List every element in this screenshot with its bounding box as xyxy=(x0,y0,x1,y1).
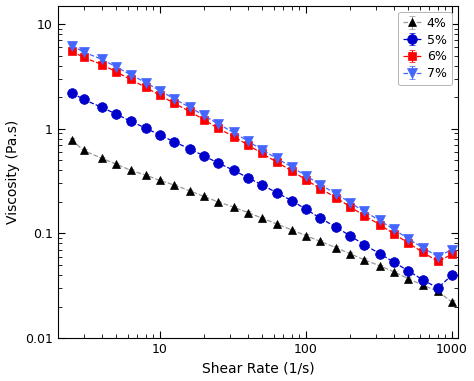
X-axis label: Shear Rate (1/s): Shear Rate (1/s) xyxy=(201,362,314,375)
Y-axis label: Viscosity (Pa.s): Viscosity (Pa.s) xyxy=(6,120,19,224)
Legend: 4%, 5%, 6%, 7%: 4%, 5%, 6%, 7% xyxy=(398,12,452,85)
